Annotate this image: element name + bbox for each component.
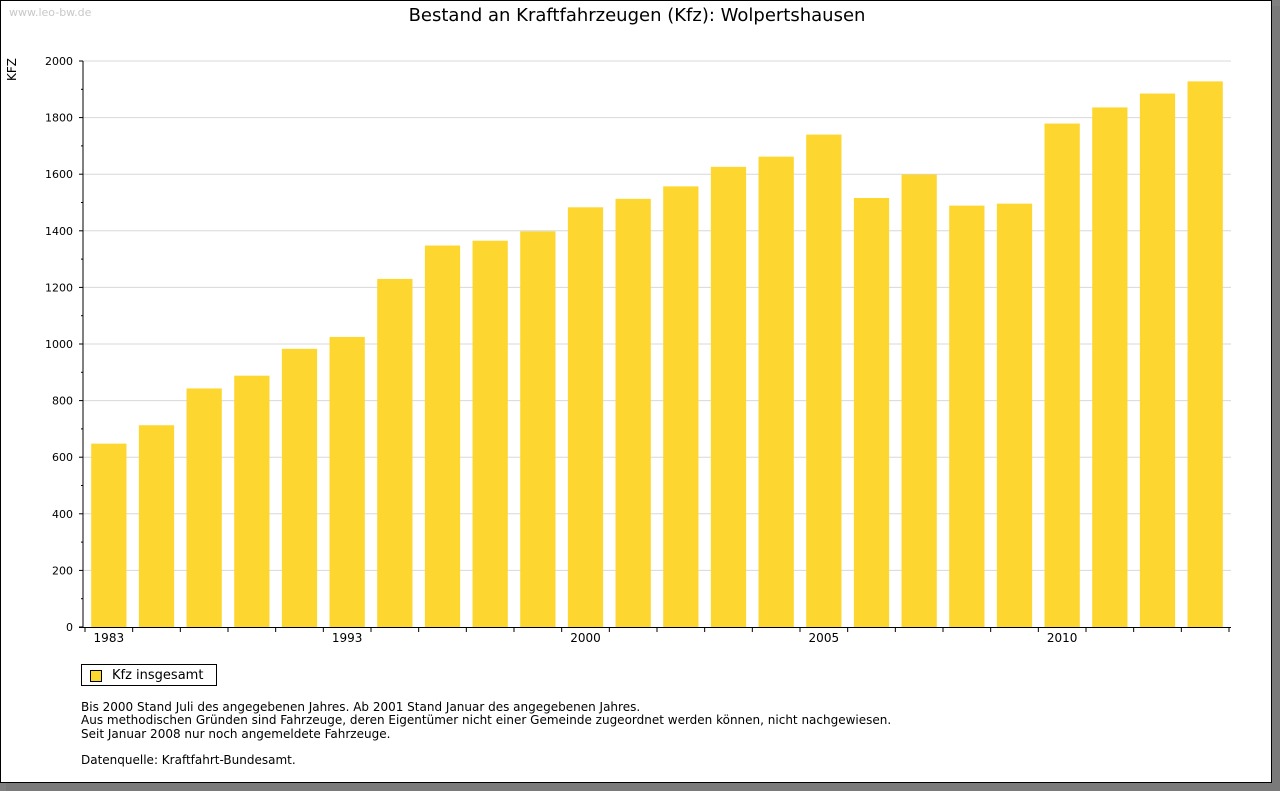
data-source: Datenquelle: Kraftfahrt-Bundesamt. [81,752,296,767]
footnote-line: Seit Januar 2008 nur noch angemeldete Fa… [81,726,391,741]
bar [567,207,604,627]
x-tick-label: 1993 [332,631,363,645]
bar [853,197,890,628]
bar [91,443,127,627]
bar [472,240,508,627]
watermark: www.leo-bw.de [9,6,92,19]
chart-title: Bestand an Kraftfahrzeugen (Kfz): Wolper… [408,5,866,26]
y-tick-label: 1000 [45,338,73,351]
y-tick-label: 600 [52,451,73,464]
x-tick-label: 1983 [94,631,125,645]
x-tick-label: 2010 [1047,631,1078,645]
y-tick-label: 800 [52,395,73,408]
bar [281,348,318,627]
bar [377,278,413,627]
bar [1187,81,1223,628]
y-tick-label: 1800 [45,112,73,125]
bar [901,174,937,627]
bar [758,156,794,628]
x-tick-label: 2000 [570,631,601,645]
y-tick-label: 1400 [45,225,73,238]
bar [806,134,842,627]
y-tick-label: 200 [52,564,73,577]
legend: Kfz insgesamt [81,664,217,686]
y-tick-label: 0 [66,621,73,634]
footnote-line: Aus methodischen Gründen sind Fahrzeuge,… [81,713,892,728]
legend-label: Kfz insgesamt [112,668,204,683]
footnotes: Bis 2000 Stand Juli des angegebenen Jahr… [81,700,892,767]
y-tick-label: 400 [52,508,73,521]
bar-chart: 0 200 400 600 800 1000 1200 1400 1600 1800 2000 198… [45,55,1231,645]
bar [138,425,175,627]
bar [1044,123,1080,627]
y-tick-label: 1600 [45,168,73,181]
bar [710,166,747,628]
bar [520,231,556,627]
bar [1139,93,1176,628]
frame-shadow [6,783,1280,791]
bar [186,388,222,627]
bar [949,205,985,627]
bar [329,336,365,627]
bar [234,375,270,627]
footnote-line: Bis 2000 Stand Juli des angegebenen Jahr… [81,700,641,714]
bar [996,203,1033,627]
bar [615,198,651,628]
y-tick-label: 2000 [45,55,73,68]
bar [663,186,699,627]
bar [1092,107,1128,628]
legend-swatch [90,670,102,682]
frame-shadow [1272,6,1280,791]
x-tick-label: 2005 [809,631,840,645]
bar [424,245,461,628]
y-tick-label: 1200 [45,281,73,294]
